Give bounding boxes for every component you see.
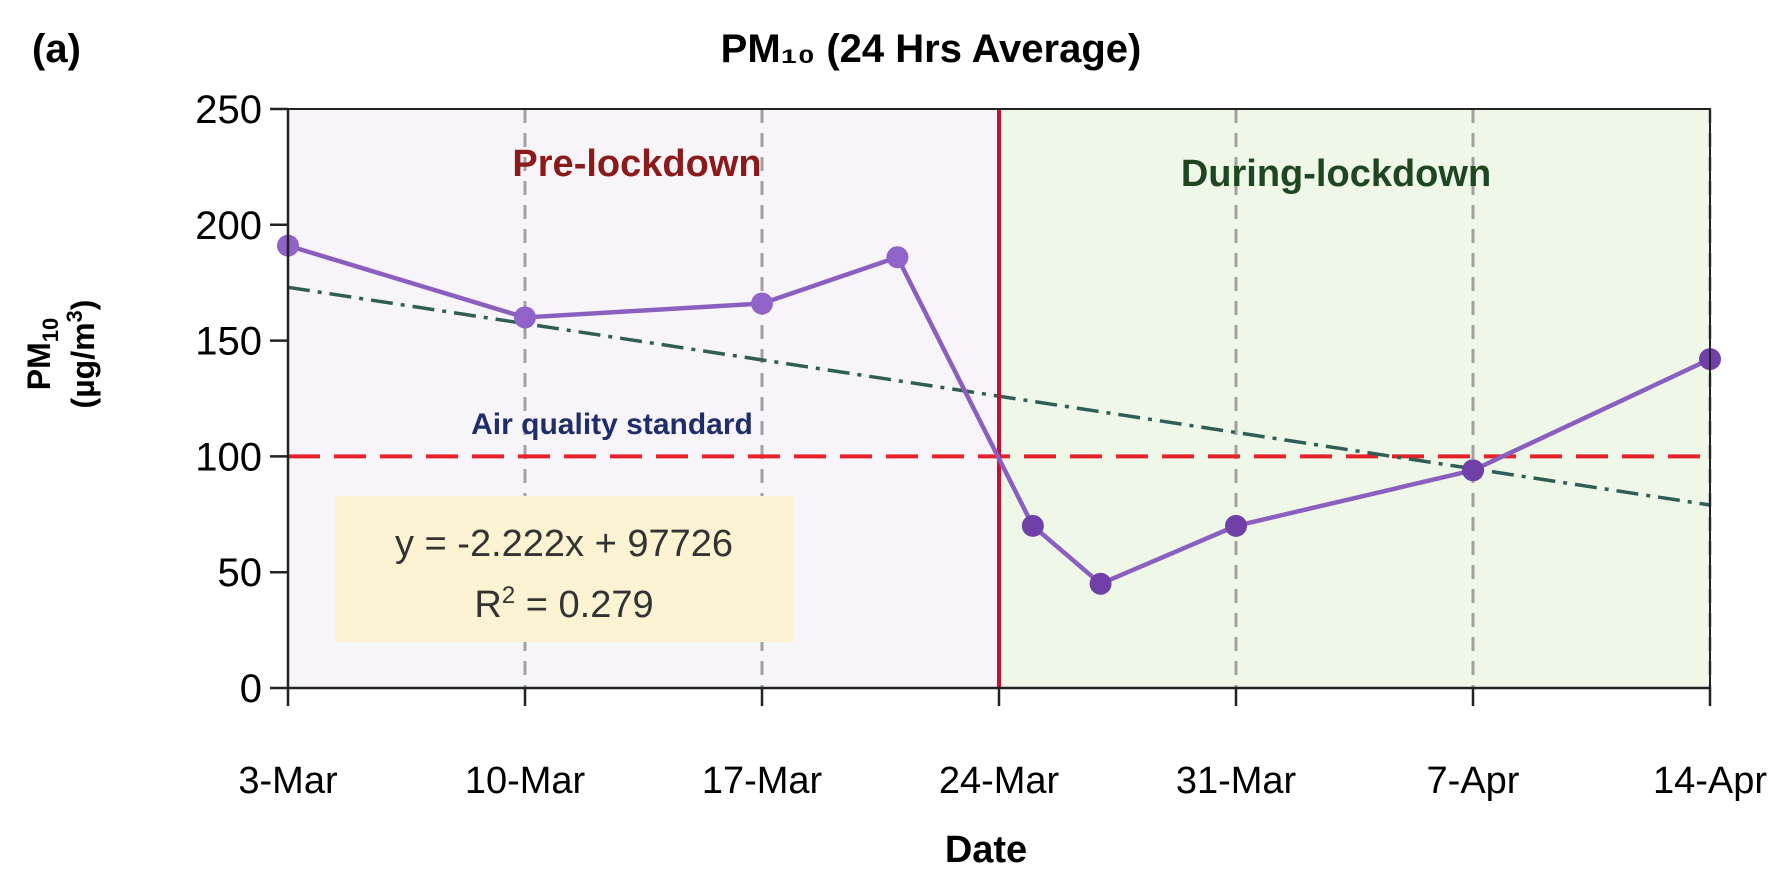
reference-line-label: Air quality standard (471, 408, 753, 441)
region-label-pre: Pre-lockdown (512, 143, 761, 185)
y-axis-label-main: PM (21, 342, 57, 390)
region-bg-during (999, 109, 1710, 688)
r-squared-value: = 0.279 (515, 584, 653, 626)
x-axis-label: Date (945, 829, 1027, 871)
y-axis-label-line2: (µg/m3) (62, 300, 101, 409)
y-tick-label: 100 (195, 435, 262, 479)
chart-title: PM₁₀ (24 Hrs Average) (721, 27, 1142, 71)
x-tick-label: 17-Mar (702, 760, 823, 802)
x-tick-label: 24-Mar (939, 760, 1060, 802)
y-tick-label: 200 (195, 204, 262, 248)
data-point (1225, 514, 1247, 537)
y-tick-label: 250 (195, 88, 262, 132)
r-squared: R2 = 0.279 (474, 582, 653, 626)
x-tick-label: 3-Mar (238, 760, 338, 802)
region-label-during: During-lockdown (1181, 153, 1491, 195)
data-point (886, 246, 909, 269)
r-squared-sup: 2 (502, 582, 515, 609)
equation-line: y = -2.222x + 97726 (395, 523, 733, 565)
data-point (1462, 459, 1484, 482)
x-tick-label: 31-Mar (1176, 760, 1297, 802)
y-axis-unit-close: ) (65, 300, 101, 311)
data-point (751, 292, 773, 315)
tick-labels: 0 50 100 150 200 250 3-Mar 10-Mar 17-Mar 24-Mar 31… (195, 88, 1767, 802)
x-tick-label: 14-Apr (1653, 760, 1767, 802)
y-tick-label: 0 (240, 667, 262, 711)
x-tick-label: 10-Mar (465, 760, 586, 802)
panel-label: (a) (32, 27, 81, 71)
series-layer (277, 234, 1721, 595)
y-tick-label: 50 (218, 551, 263, 595)
r-squared-prefix: R (474, 584, 501, 626)
equation-box (335, 496, 794, 642)
y-axis-unit-sup: 3 (62, 310, 87, 322)
data-point (1021, 514, 1044, 537)
data-point (514, 306, 536, 329)
y-axis-label-line1: PM10 (21, 318, 63, 390)
data-point (1089, 572, 1112, 595)
y-tick-label: 150 (195, 320, 262, 364)
y-axis-label-sub: 10 (38, 318, 63, 342)
y-axis-unit-main: (µg/m (65, 322, 101, 408)
x-tick-label: 7-Apr (1427, 760, 1520, 802)
